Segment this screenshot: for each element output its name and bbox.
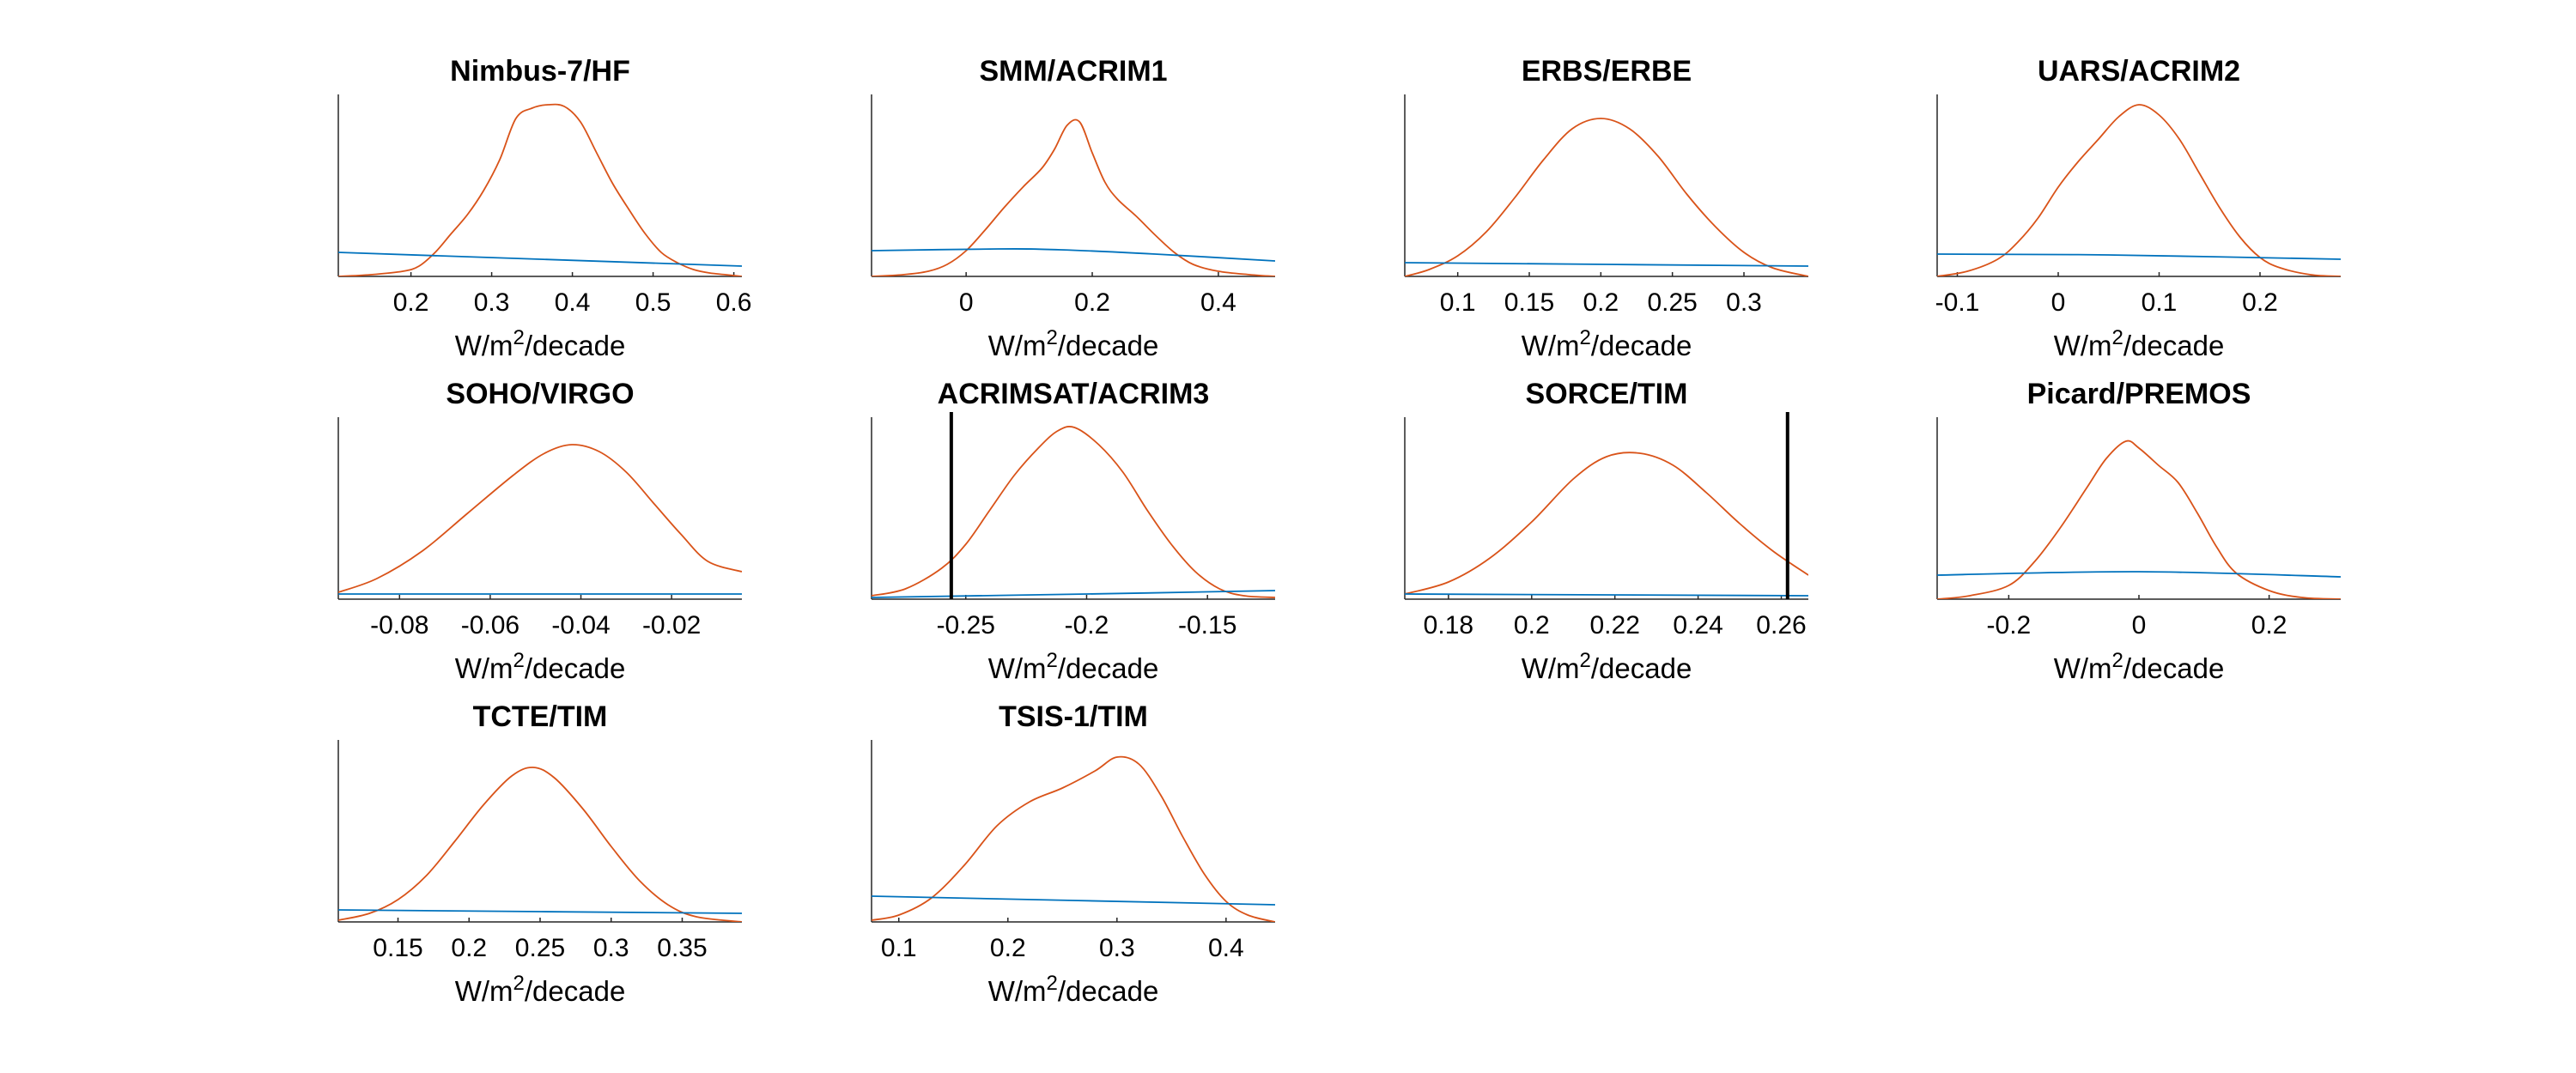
x-axis-label: W/m2/decade: [988, 649, 1159, 684]
x-tick-label: 0.2: [2242, 288, 2278, 317]
x-tick-label: 0.2: [393, 288, 429, 317]
series-line: [872, 248, 1275, 262]
x-tick-label: 0.18: [1424, 611, 1473, 640]
x-tick-label: 0.2: [990, 934, 1026, 962]
x-tick-label: 0.6: [716, 288, 752, 317]
x-tick-label: 0.3: [1726, 288, 1762, 317]
x-tick-label: 0: [2132, 611, 2147, 640]
x-axis-label: W/m2/decade: [455, 972, 626, 1007]
x-tick-label: 0.1: [881, 934, 917, 962]
x-tick-label: 0.15: [1504, 288, 1554, 317]
chart-panel: Picard/PREMOS -0.2 0 0.2 W/m2/decade: [1936, 378, 2341, 684]
x-tick-label: 0.35: [657, 934, 707, 962]
x-tick-label: 0.25: [515, 934, 565, 962]
series-line: [1405, 593, 1808, 597]
x-tick-label: 0: [2051, 288, 2066, 317]
x-tick-label: 0.2: [1583, 288, 1619, 317]
x-tick-label: 0.3: [1099, 934, 1135, 962]
x-tick-label: 0.2: [1074, 288, 1110, 317]
panel-title: ERBS/ERBE: [1522, 55, 1692, 88]
x-tick-label: -0.06: [461, 611, 519, 640]
x-axis-label: W/m2/decade: [2054, 326, 2225, 361]
series-line: [1405, 118, 1808, 276]
x-axis-label: W/m2/decade: [988, 326, 1159, 361]
chart-panel: Nimbus-7/HF 0.2 0.3 0.4 0.5 0.6 W/m2/decade: [337, 55, 752, 361]
series-line: [338, 767, 742, 922]
x-tick-label: 0.2: [451, 934, 487, 962]
series-line: [872, 426, 1275, 598]
series-line: [338, 909, 742, 914]
x-tick-label: 0.1: [2142, 288, 2178, 317]
x-tick-label: 0.24: [1673, 611, 1722, 640]
x-tick-label: 0.3: [474, 288, 510, 317]
x-tick-label: 0.2: [2251, 611, 2287, 640]
series-line: [872, 755, 1275, 922]
x-axis-label: W/m2/decade: [988, 972, 1159, 1007]
x-tick-label: 0.15: [373, 934, 422, 962]
x-tick-label: -0.2: [1065, 611, 1109, 640]
series-line: [872, 590, 1275, 598]
chart-panel: ERBS/ERBE 0.1 0.15 0.2 0.25 0.3 W/m2/decade: [1404, 55, 1808, 361]
series-line: [1937, 571, 2341, 578]
x-tick-label: 0.26: [1756, 611, 1806, 640]
panel-title: Nimbus-7/HF: [450, 55, 630, 88]
series-line: [1937, 440, 2341, 599]
x-tick-label: 0.25: [1647, 288, 1697, 317]
series-line: [1937, 104, 2341, 276]
panel-title: SOHO/VIRGO: [446, 378, 634, 410]
series-line: [338, 252, 742, 267]
series-line: [1405, 262, 1808, 267]
panel-title: SORCE/TIM: [1526, 378, 1688, 410]
chart-panel: SMM/ACRIM1 0 0.2 0.4 W/m2/decade: [871, 55, 1275, 361]
chart-panel: SORCE/TIM 0.18 0.2 0.22 0.24 0.26 W/m2/decade: [1404, 378, 1808, 684]
x-tick-label: 0.22: [1589, 611, 1639, 640]
x-tick-label: 0: [959, 288, 974, 317]
panel-title: TSIS-1/TIM: [999, 700, 1148, 733]
x-tick-label: -0.2: [1987, 611, 2032, 640]
chart-panel: UARS/ACRIM2 -0.1 0 0.1 0.2 W/m2/decade: [1935, 55, 2341, 361]
x-tick-label: -0.08: [370, 611, 428, 640]
x-tick-label: 0.5: [635, 288, 671, 317]
x-tick-label: -0.1: [1935, 288, 1980, 317]
series-line: [1937, 253, 2341, 260]
x-tick-label: 0.2: [1514, 611, 1550, 640]
panel-title: Picard/PREMOS: [2027, 378, 2251, 410]
x-axis-label: W/m2/decade: [1522, 326, 1692, 361]
x-tick-label: -0.15: [1178, 611, 1236, 640]
x-axis-label: W/m2/decade: [1522, 649, 1692, 684]
chart-panel: ACRIMSAT/ACRIM3 -0.25 -0.2 -0.15 W/m2/decade: [871, 378, 1275, 684]
series-line: [1405, 452, 1808, 595]
x-tick-label: 0.3: [593, 934, 629, 962]
series-line: [338, 444, 742, 593]
panel-title: SMM/ACRIM1: [979, 55, 1167, 88]
x-axis-label: W/m2/decade: [455, 326, 626, 361]
panel-title: ACRIMSAT/ACRIM3: [938, 378, 1210, 410]
x-tick-label: -0.02: [642, 611, 701, 640]
series-line: [872, 118, 1275, 276]
chart-panel: SOHO/VIRGO -0.08 -0.06 -0.04 -0.02 W/m2/decad…: [337, 378, 742, 684]
x-tick-label: 0.4: [1200, 288, 1236, 317]
series-line: [872, 895, 1275, 906]
chart-panel: TSIS-1/TIM 0.1 0.2 0.3 0.4 W/m2/decade: [871, 700, 1275, 1007]
x-tick-label: 0.4: [1208, 934, 1244, 962]
chart-panel: TCTE/TIM 0.15 0.2 0.25 0.3 0.35 W/m2/decade: [337, 700, 742, 1007]
panel-title: UARS/ACRIM2: [2038, 55, 2240, 88]
series-line: [338, 103, 742, 276]
x-axis-label: W/m2/decade: [455, 649, 626, 684]
x-tick-label: 0.1: [1440, 288, 1476, 317]
x-tick-label: -0.04: [551, 611, 610, 640]
x-tick-label: 0.4: [555, 288, 591, 317]
panel-title: TCTE/TIM: [473, 700, 608, 733]
x-axis-label: W/m2/decade: [2054, 649, 2225, 684]
x-tick-label: -0.25: [937, 611, 995, 640]
